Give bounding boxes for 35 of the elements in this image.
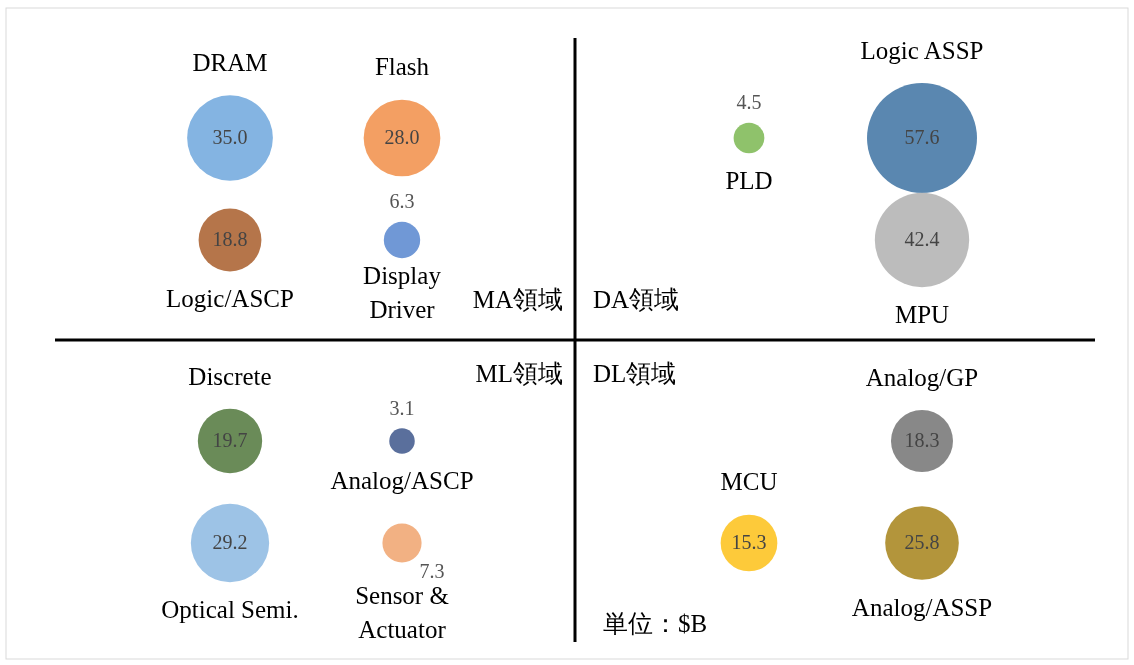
name-label: Flash [374,53,430,81]
annotation: MA領域 [472,285,563,313]
value-label: 4.5 [736,91,762,114]
annotation: DL領域 [593,359,677,387]
name-label: MCU [720,468,778,496]
name-label: Discrete [188,362,272,390]
name-label: Actuator [358,616,446,644]
name-label: Optical Semi. [161,595,299,623]
annotation: DA領域 [593,285,680,313]
name-label: PLD [725,167,773,195]
name-label: DRAM [192,48,268,76]
annotation: ML領域 [475,359,563,387]
value-label: 28.0 [384,125,420,148]
value-label: 25.8 [904,530,940,553]
name-label: Analog/ASCP [330,467,474,495]
value-label: 18.3 [904,428,940,451]
name-label: Display [363,261,441,289]
name-label: Driver [369,295,435,323]
value-label: 19.7 [212,428,248,451]
name-label: Analog/ASSP [851,593,993,621]
value-label: 15.3 [731,530,767,553]
name-label: Analog/GP [865,363,979,391]
value-label: 42.4 [904,227,940,250]
value-label: 57.6 [904,125,940,148]
name-label: Logic ASSP [860,36,984,64]
value-label: 7.3 [419,559,445,582]
annotation: 単位：$B [603,609,708,637]
name-label: MPU [894,300,950,328]
value-label: 29.2 [212,530,248,553]
value-label: 35.0 [212,125,248,148]
value-label: 6.3 [389,190,415,213]
name-label: Logic/ASCP [166,285,294,313]
name-label: Sensor & [355,582,449,610]
value-label: 18.8 [212,227,248,250]
value-label: 3.1 [389,396,415,419]
